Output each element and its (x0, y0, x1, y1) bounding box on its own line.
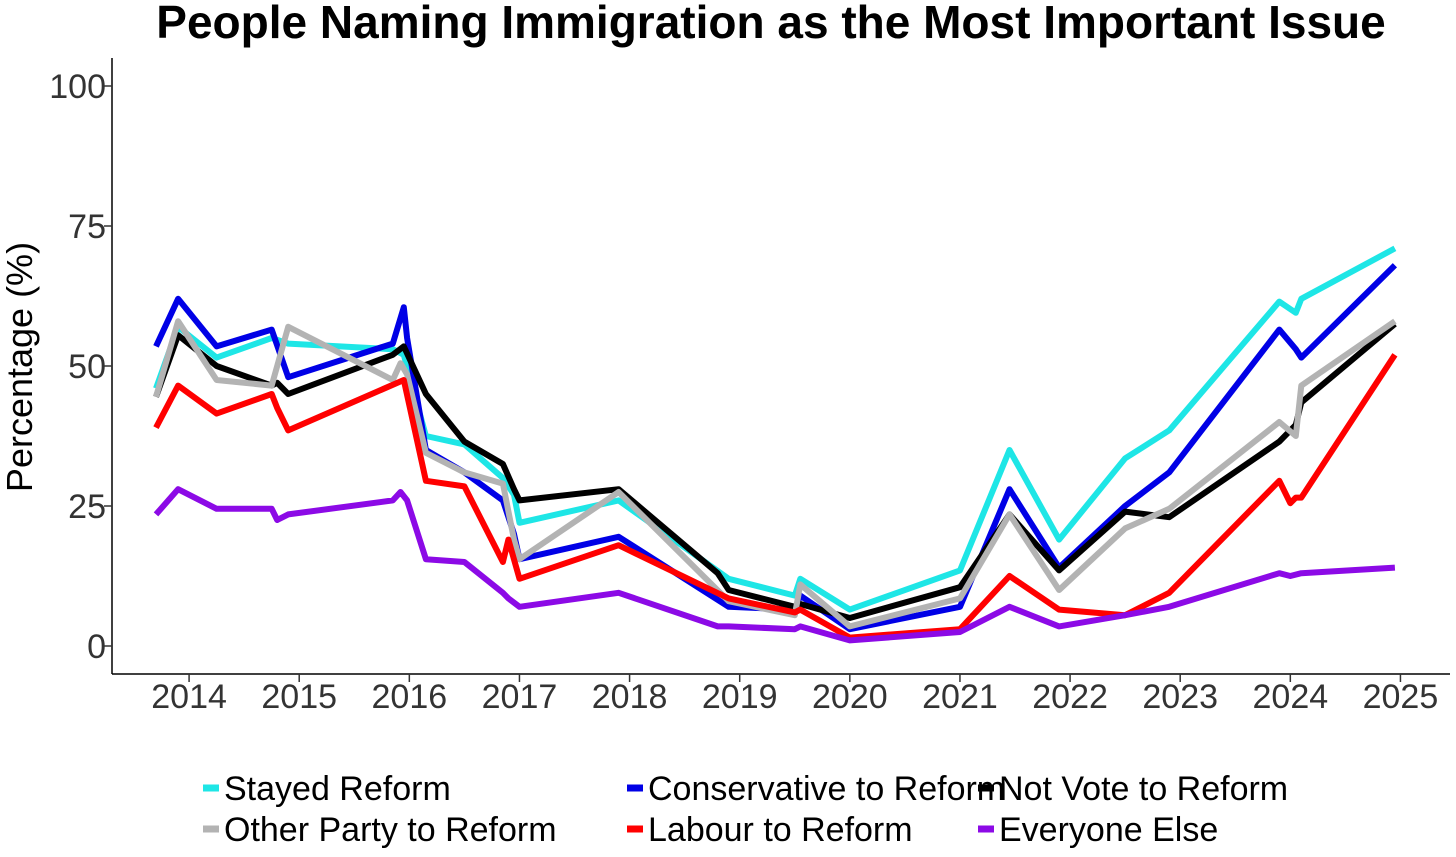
series-line-other-party-to-reform (153, 318, 1397, 630)
x-tick-label-2022: 2022 (1032, 678, 1108, 716)
x-tick-label-2024: 2024 (1253, 678, 1329, 716)
legend-label-labour-to-reform: Labour to Reform (648, 811, 913, 849)
x-axis-ticks: 2014 2015 2016 2017 2018 2019 2020 2021 2022 2023… (151, 674, 1438, 716)
series-lines (153, 245, 1398, 644)
x-tick-label-2021: 2021 (922, 678, 998, 716)
y-tick-label-75: 75 (68, 208, 106, 246)
series-line-everyone-else (153, 486, 1396, 644)
legend-label-other-party-to-reform: Other Party to Reform (224, 811, 557, 849)
legend-label-everyone-else: Everyone Else (999, 811, 1218, 849)
legend-label-conservative-to-reform: Conservative to Reform (648, 770, 1005, 808)
x-tick-label-2014: 2014 (151, 678, 227, 716)
chart-title: People Naming Immigration as the Most Im… (156, 0, 1385, 48)
legend-item-stayed-reform: Stayed Reform (203, 770, 451, 808)
legend-label-not-vote-to-reform: Not Vote to Reform (999, 770, 1288, 808)
series-line-conservative-to-reform (153, 263, 1398, 633)
legend-item-not-vote-to-reform: Not Vote to Reform (978, 770, 1288, 808)
legend-label-stayed-reform: Stayed Reform (224, 770, 451, 808)
y-axis-title: Percentage (%) (0, 242, 40, 492)
y-tick-label-100: 100 (49, 68, 106, 106)
x-tick-label-2020: 2020 (812, 678, 888, 716)
legend-item-labour-to-reform: Labour to Reform (627, 811, 913, 849)
x-tick-label-2018: 2018 (592, 678, 668, 716)
x-tick-label-2015: 2015 (261, 678, 337, 716)
series-line-not-vote-to-reform (153, 321, 1397, 621)
series-line-labour-to-reform (153, 353, 1398, 641)
x-tick-label-2016: 2016 (372, 678, 448, 716)
x-tick-label-2025: 2025 (1363, 678, 1439, 716)
x-tick-label-2023: 2023 (1142, 678, 1218, 716)
legend-item-conservative-to-reform: Conservative to Reform (627, 770, 1005, 808)
legend-item-everyone-else: Everyone Else (978, 811, 1218, 849)
legend-item-other-party-to-reform: Other Party to Reform (203, 811, 557, 849)
y-axis-ticks: 0 25 50 75 100 (49, 68, 112, 666)
x-tick-label-2019: 2019 (702, 678, 778, 716)
y-tick-label-25: 25 (68, 488, 106, 526)
x-tick-label-2017: 2017 (482, 678, 558, 716)
y-tick-label-0: 0 (87, 628, 106, 666)
y-tick-label-50: 50 (68, 348, 106, 386)
